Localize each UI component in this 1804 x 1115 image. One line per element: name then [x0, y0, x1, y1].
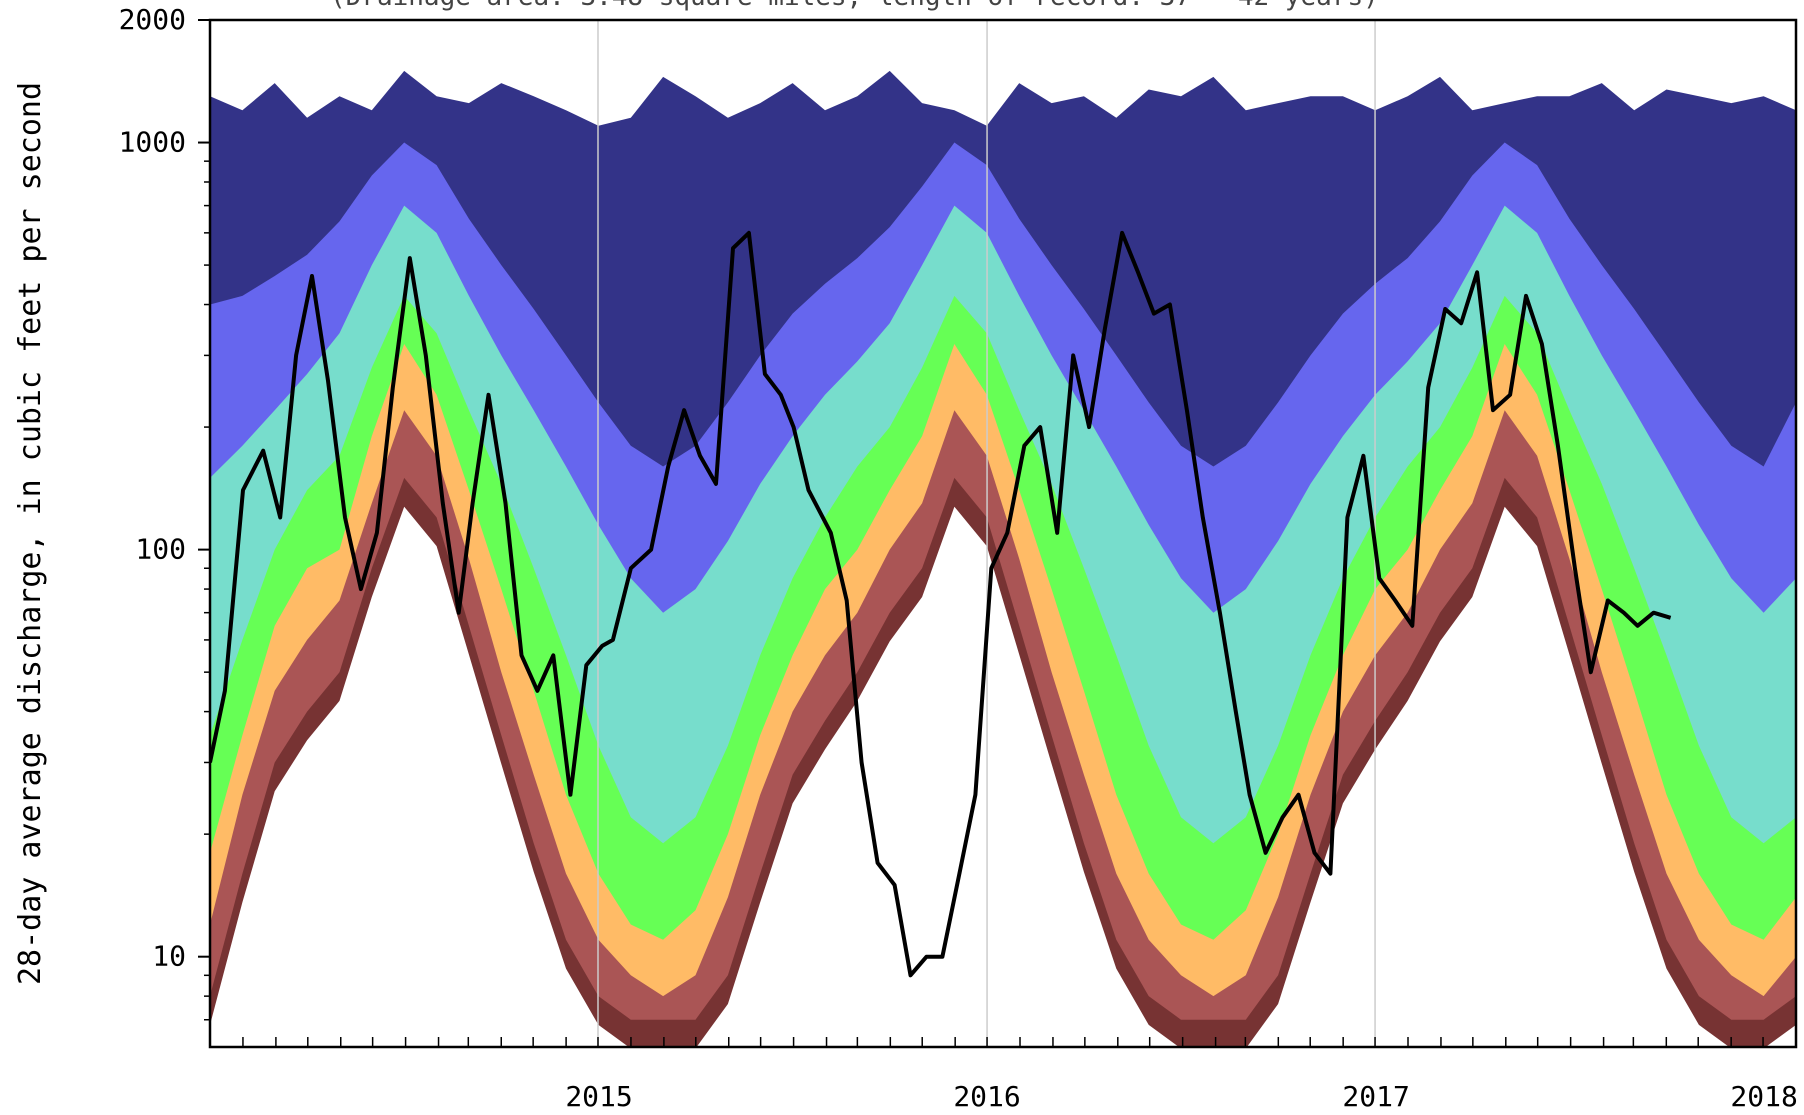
x-tick-label-3: 2018 — [1730, 1080, 1797, 1111]
chart-subtitle: (Drainage area: 3.48 square miles, lengt… — [330, 0, 1530, 12]
y-axis-label: 28-day average discharge, in cubic feet … — [13, 82, 48, 985]
y-tick-label-0: 10 — [152, 940, 186, 973]
y-tick-label-3: 2000 — [119, 3, 186, 36]
series-line-0 — [210, 230, 1672, 978]
plot-frame — [208, 18, 1798, 1049]
plot-area — [210, 20, 1796, 1047]
y-tick-label-1: 100 — [135, 533, 186, 566]
x-tick-label-2: 2017 — [1342, 1080, 1409, 1111]
x-tick-label-0: 2015 — [565, 1080, 632, 1111]
x-tick-label-1: 2016 — [953, 1080, 1020, 1111]
y-tick-label-2: 1000 — [119, 126, 186, 159]
below-min-area — [210, 506, 1796, 1047]
